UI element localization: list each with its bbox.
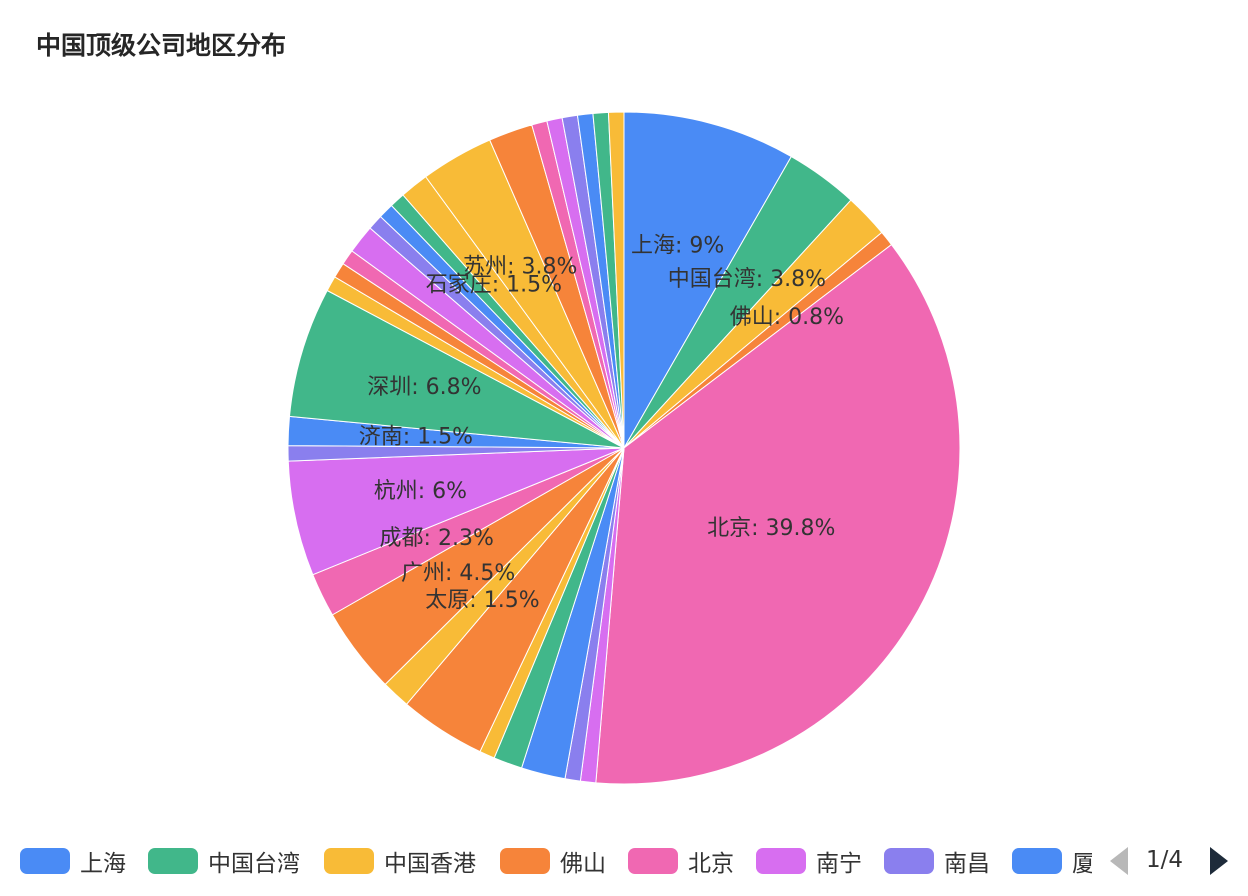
pie-slices xyxy=(287,111,961,785)
legend: 上海 中国台湾 中国香港 佛山 北京 南宁 南昌 厦 1/4 xyxy=(0,838,1248,884)
legend-swatch xyxy=(884,848,934,874)
pie-label-12: 广州: 4.5% xyxy=(401,561,515,586)
pie-label-1: 中国台湾: 3.8% xyxy=(668,267,826,292)
legend-item[interactable]: 上海 xyxy=(20,838,126,884)
legend-swatch xyxy=(148,848,198,874)
pie-label-4: 北京: 39.8% xyxy=(707,516,835,541)
legend-prev-icon[interactable] xyxy=(1110,847,1128,875)
legend-label: 中国台湾 xyxy=(208,851,300,877)
legend-label: 上海 xyxy=(80,851,126,877)
legend-swatch xyxy=(20,848,70,874)
legend-item[interactable]: 北京 xyxy=(628,838,734,884)
pie-label-16: 济南: 1.5% xyxy=(359,424,473,449)
legend-label: 厦 xyxy=(1072,851,1092,877)
pie-label-25: 石家庄: 1.5% xyxy=(426,272,562,297)
legend-label: 佛山 xyxy=(560,851,606,877)
legend-item[interactable]: 南宁 xyxy=(756,838,862,884)
legend-swatch xyxy=(500,848,550,874)
legend-swatch xyxy=(1012,848,1062,874)
pie-label-0: 上海: 9% xyxy=(631,234,724,259)
pie-label-13: 成都: 2.3% xyxy=(380,526,494,551)
legend-swatch xyxy=(628,848,678,874)
pie-chart: 上海: 9% 中国台湾: 3.8% 佛山: 0.8% 北京: 39.8% 太原: 1.5… xyxy=(287,111,961,785)
pie-label-11: 太原: 1.5% xyxy=(425,588,539,613)
legend-page-indicator: 1/4 xyxy=(1146,847,1184,873)
legend-swatch xyxy=(756,848,806,874)
pie-label-26: 苏州: 3.8% xyxy=(463,254,577,279)
legend-label: 北京 xyxy=(688,851,734,877)
chart-title: 中国顶级公司地区分布 xyxy=(36,31,287,60)
legend-item[interactable]: 中国台湾 xyxy=(148,838,300,884)
legend-items: 上海 中国台湾 中国香港 佛山 北京 南宁 南昌 厦 xyxy=(0,838,1092,884)
pie-slice-4[interactable] xyxy=(595,243,961,785)
pie-labels: 上海: 9% 中国台湾: 3.8% 佛山: 0.8% 北京: 39.8% 太原: 1.5… xyxy=(359,234,844,613)
pie-slice-0[interactable] xyxy=(623,111,792,450)
legend-label: 中国香港 xyxy=(384,851,476,877)
legend-next-icon[interactable] xyxy=(1210,847,1228,875)
pie-slice-33[interactable] xyxy=(607,111,625,449)
legend-label: 南昌 xyxy=(944,851,990,877)
pie-slice-17[interactable] xyxy=(288,289,625,449)
legend-label: 南宁 xyxy=(816,851,862,877)
legend-swatch xyxy=(324,848,374,874)
legend-item[interactable]: 佛山 xyxy=(500,838,606,884)
legend-item[interactable]: 厦 xyxy=(1012,838,1092,884)
legend-item[interactable]: 中国香港 xyxy=(324,838,476,884)
pie-label-3: 佛山: 0.8% xyxy=(730,305,844,330)
legend-item[interactable]: 南昌 xyxy=(884,838,990,884)
pie-label-14: 杭州: 6% xyxy=(374,479,467,504)
pie-label-17: 深圳: 6.8% xyxy=(367,375,481,400)
